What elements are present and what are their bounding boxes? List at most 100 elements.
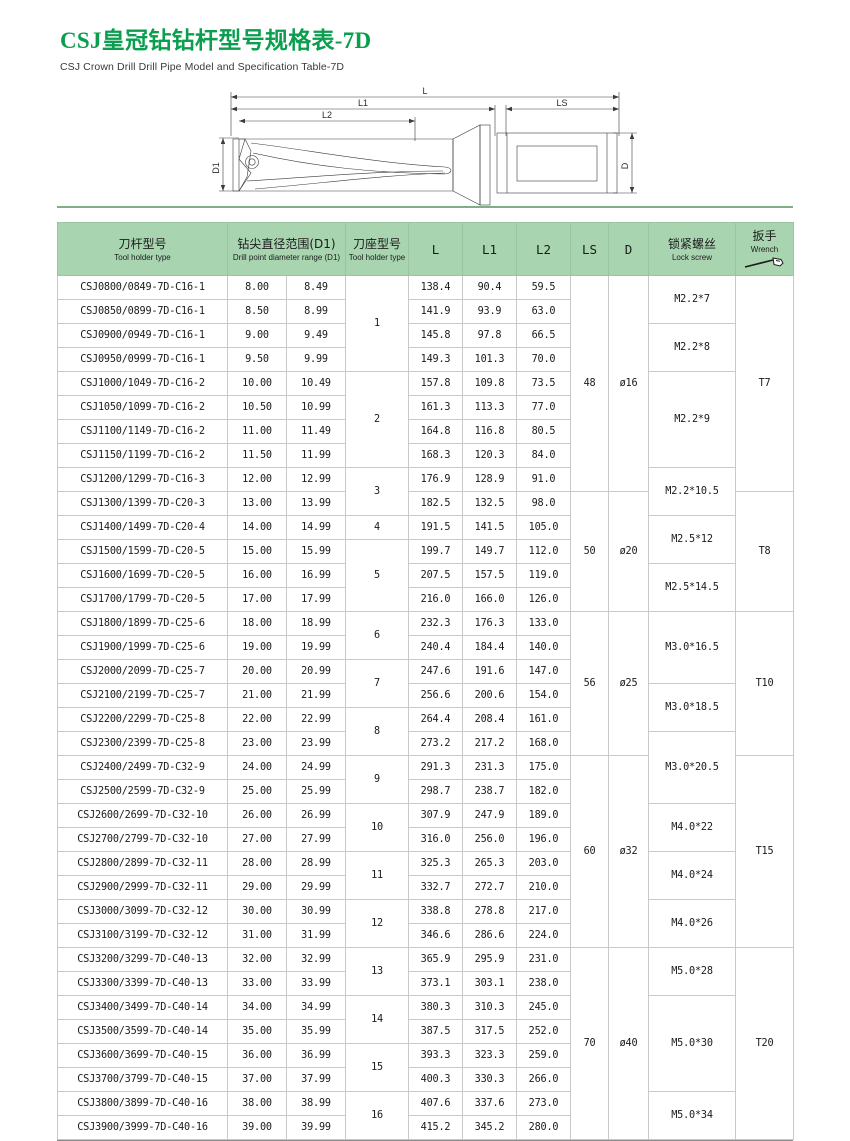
cell-lock-screw: M5.0*30: [648, 995, 736, 1093]
cell-lock-screw: M2.5*12: [648, 515, 736, 565]
cell-diameter-min: 36.00: [227, 1043, 287, 1069]
cell-diameter-max: 15.99: [286, 539, 346, 565]
cell-diameter-min: 11.00: [227, 419, 287, 445]
cell-diameter-min: 10.00: [227, 371, 287, 397]
cell-L1: 256.0: [462, 827, 517, 853]
col-header-drill-point-range: 钻尖直径范围(D1) Drill point diameter range (D…: [227, 222, 346, 277]
cell-diameter-min: 23.00: [227, 731, 287, 757]
col-header-lock-screw: 锁紧螺丝 Lock screw: [648, 222, 736, 277]
table-row: CSJ2300/2399-7D-C25-8 23.00 23.99 273.2 217.…: [57, 731, 794, 805]
cell-tool-holder-model: CSJ3700/3799-7D-C40-15: [57, 1067, 228, 1093]
cell-diameter-max: 10.99: [286, 395, 346, 421]
cell-diameter-min: 35.00: [227, 1019, 287, 1045]
cell-tool-holder-model: CSJ1400/1499-7D-C20-4: [57, 515, 228, 541]
specification-sheet: CSJ皇冠钻钻杆型号规格表-7D CSJ Crown Drill Drill P…: [0, 28, 850, 1141]
cell-L1: 286.6: [462, 923, 517, 949]
cell-L1: 295.9: [462, 947, 517, 973]
table-top-rule: [57, 206, 793, 209]
cell-L1: 113.3: [462, 395, 517, 421]
cell-diameter-min: 33.00: [227, 971, 287, 997]
cell-tool-holder-model: CSJ1100/1149-7D-C16-2: [57, 419, 228, 445]
cell-L1: 337.6: [462, 1091, 517, 1117]
cell-diameter-max: 13.99: [286, 491, 346, 517]
cell-L1: 310.3: [462, 995, 517, 1021]
cell-wrench: T10: [735, 611, 794, 757]
cell-diameter-max: 22.99: [286, 707, 346, 733]
cell-L2: 224.0: [516, 923, 571, 949]
cell-tool-seat-type: 16: [345, 1091, 409, 1141]
col-header-L: L: [408, 222, 463, 277]
cell-diameter-min: 25.00: [227, 779, 287, 805]
cell-diameter-min: 22.00: [227, 707, 287, 733]
cell-diameter-max: 20.99: [286, 659, 346, 685]
specification-table-wrap: 刀杆型号 Tool holder type 钻尖直径范围(D1) Drill p…: [57, 222, 794, 1141]
cell-tool-holder-model: CSJ1050/1099-7D-C16-2: [57, 395, 228, 421]
cell-L: 264.4: [408, 707, 463, 733]
cell-L2: 63.0: [516, 299, 571, 325]
cell-wrench: T7: [735, 275, 794, 493]
cell-diameter-min: 29.00: [227, 875, 287, 901]
cell-L1: 317.5: [462, 1019, 517, 1045]
cell-L: 365.9: [408, 947, 463, 973]
table-row: CSJ3400/3499-7D-C40-14 34.00 34.99 14 380.3 3…: [57, 995, 794, 1093]
table-row: CSJ2600/2699-7D-C32-10 26.00 26.99 10 307.9 2…: [57, 803, 794, 853]
cell-tool-holder-model: CSJ2000/2099-7D-C25-7: [57, 659, 228, 685]
cell-diameter-max: 10.49: [286, 371, 346, 397]
cell-L: 191.5: [408, 515, 463, 541]
drill-technical-drawing: L L1 LS L2 D1 D: [0, 81, 850, 206]
cell-lock-screw: M4.0*26: [648, 899, 736, 949]
cell-diameter-max: 32.99: [286, 947, 346, 973]
cell-diameter-min: 24.00: [227, 755, 287, 781]
cell-diameter-max: 28.99: [286, 851, 346, 877]
cell-lock-screw: M5.0*28: [648, 947, 736, 997]
cell-L2: 98.0: [516, 491, 571, 517]
cell-diameter-min: 39.00: [227, 1115, 287, 1141]
cell-L1: 109.8: [462, 371, 517, 397]
cell-lock-screw: M4.0*24: [648, 851, 736, 901]
cell-L1: 272.7: [462, 875, 517, 901]
cell-tool-holder-model: CSJ1800/1899-7D-C25-6: [57, 611, 228, 637]
cell-L2: 119.0: [516, 563, 571, 589]
cell-L1: 231.3: [462, 755, 517, 781]
cell-L: 168.3: [408, 443, 463, 469]
cell-L2: 238.0: [516, 971, 571, 997]
cell-L2: 105.0: [516, 515, 571, 541]
cell-LS: 70: [570, 947, 609, 1141]
cell-diameter-max: 11.49: [286, 419, 346, 445]
cell-diameter-max: 27.99: [286, 827, 346, 853]
cell-tool-holder-model: CSJ1000/1049-7D-C16-2: [57, 371, 228, 397]
cell-L1: 265.3: [462, 851, 517, 877]
cell-L1: 101.3: [462, 347, 517, 373]
cell-L1: 200.6: [462, 683, 517, 709]
dim-label-L: L: [422, 86, 427, 96]
table-row: CSJ3000/3099-7D-C32-12 30.00 30.99 12 338.8 2…: [57, 899, 794, 949]
cell-diameter-min: 17.00: [227, 587, 287, 613]
col-header-L2: L2: [516, 222, 571, 277]
cell-lock-screw: M3.0*18.5: [648, 683, 736, 733]
cell-L1: 208.4: [462, 707, 517, 733]
cell-L: 298.7: [408, 779, 463, 805]
cell-diameter-min: 9.00: [227, 323, 287, 349]
cell-tool-seat-type: 14: [345, 995, 409, 1045]
cell-L1: 238.7: [462, 779, 517, 805]
cell-tool-holder-model: CSJ3600/3699-7D-C40-15: [57, 1043, 228, 1069]
cell-diameter-max: 23.99: [286, 731, 346, 757]
cell-lock-screw: M5.0*34: [648, 1091, 736, 1141]
cell-diameter-min: 10.50: [227, 395, 287, 421]
cell-diameter-min: 16.00: [227, 563, 287, 589]
cell-diameter-max: 21.99: [286, 683, 346, 709]
cell-tool-holder-model: CSJ3200/3299-7D-C40-13: [57, 947, 228, 973]
cell-L: 273.2: [408, 731, 463, 757]
table-row: CSJ0850/0899-7D-C16-1 8.50 8.99 141.9 93.9 63…: [57, 299, 794, 325]
table-row: CSJ2700/2799-7D-C32-10 27.00 27.99 316.0 256…: [57, 827, 794, 853]
cell-L1: 166.0: [462, 587, 517, 613]
cell-tool-holder-model: CSJ0850/0899-7D-C16-1: [57, 299, 228, 325]
table-row: CSJ0900/0949-7D-C16-1 9.00 9.49 145.8 97.8 66…: [57, 323, 794, 373]
col-header-LS: LS: [570, 222, 609, 277]
cell-tool-holder-model: CSJ2200/2299-7D-C25-8: [57, 707, 228, 733]
cell-tool-seat-type: 3: [345, 467, 409, 517]
cell-diameter-max: 35.99: [286, 1019, 346, 1045]
cell-L2: 266.0: [516, 1067, 571, 1093]
cell-D: ø40: [608, 947, 649, 1141]
cell-tool-holder-model: CSJ0900/0949-7D-C16-1: [57, 323, 228, 349]
